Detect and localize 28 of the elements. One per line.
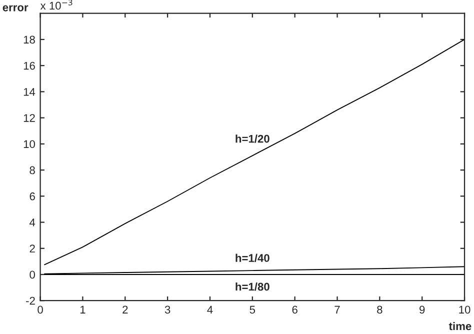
y-tick-label: 14 xyxy=(24,88,36,96)
x-tick-label: 4 xyxy=(207,306,213,314)
x-tick-label: 3 xyxy=(164,306,170,314)
text: x 10$^{−3}$ xyxy=(40,0,72,10)
x-tick-label: 2 xyxy=(122,306,128,314)
y-tick-label: 2 xyxy=(30,244,35,252)
y-tick-label: -2 xyxy=(26,296,35,305)
y-tick-label: 8 xyxy=(30,166,35,174)
x-tick-label: 10 xyxy=(459,306,470,314)
y-tick-label: 4 xyxy=(30,218,36,226)
x-tick-label: 5 xyxy=(250,306,256,314)
y-tick-label: 0 xyxy=(30,270,35,279)
x-tick-label: 9 xyxy=(420,306,425,314)
x-tick-label: 8 xyxy=(377,306,382,314)
x-tick-label: 7 xyxy=(334,306,340,314)
y-tick-label: 18 xyxy=(24,36,35,44)
y-tick-label: 16 xyxy=(24,62,35,70)
y-tick-label: 12 xyxy=(24,114,35,122)
y-axis-title: error xyxy=(2,5,28,12)
x-tick-label: 1 xyxy=(80,306,86,314)
x-axis-title: time xyxy=(448,322,472,330)
annotation: h=1/20 xyxy=(236,134,270,143)
y-tick-label: 6 xyxy=(30,192,35,200)
x-tick-label: 6 xyxy=(292,306,298,314)
annotation: h=1/80 xyxy=(236,282,270,291)
annotation: h=1/40 xyxy=(236,254,270,262)
y-tick-label: 10 xyxy=(24,140,35,148)
x-tick-label: 0 xyxy=(38,306,43,314)
